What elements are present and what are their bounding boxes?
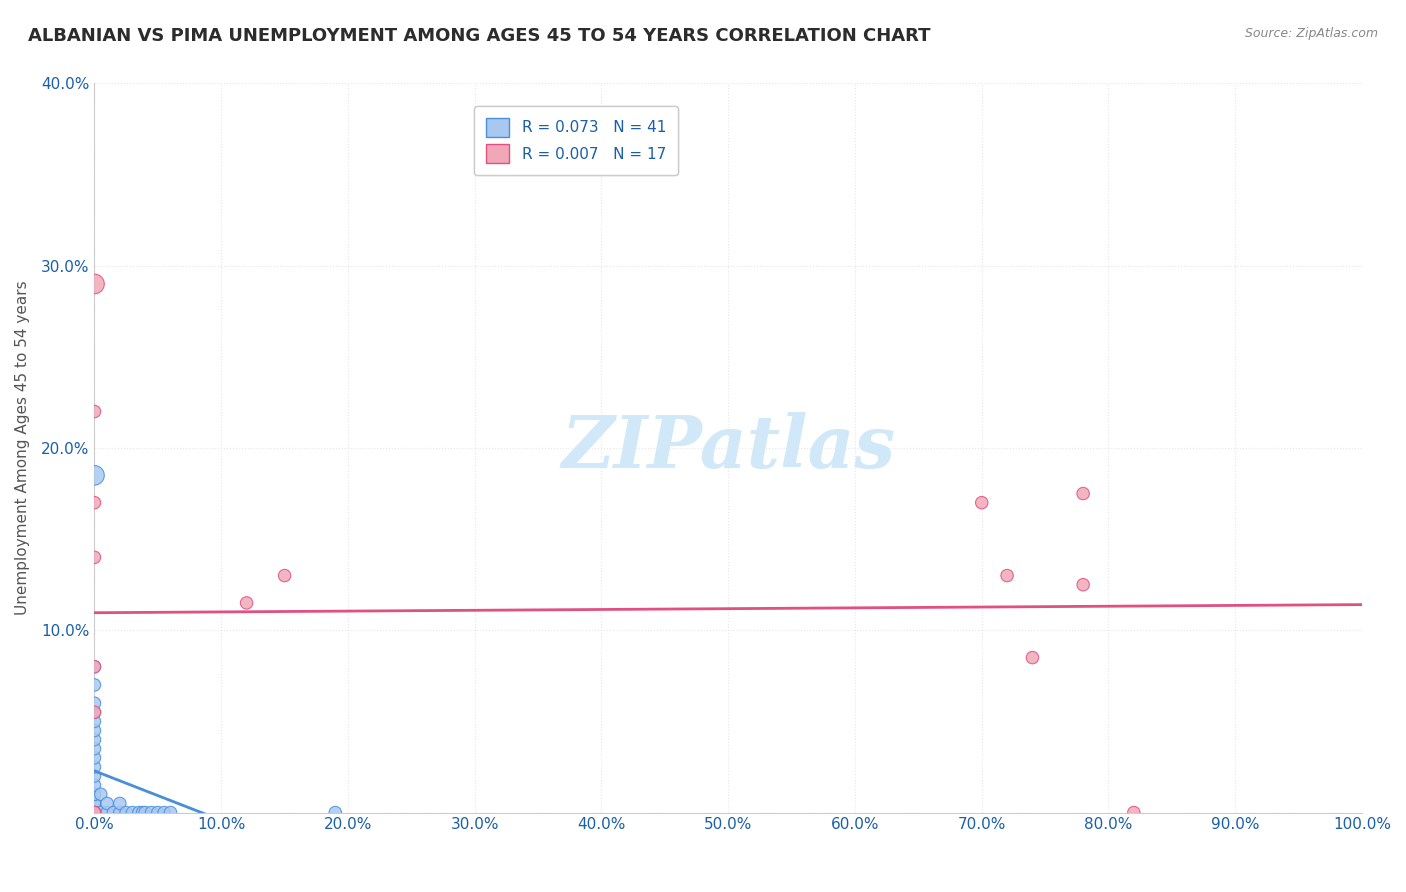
Point [159,805,181,820]
Point [83,723,105,738]
Point [83,678,105,692]
Point [235,596,257,610]
Point [83,797,105,811]
Point [83,404,105,418]
Point [1122,805,1144,820]
Point [115,805,138,820]
Point [83,659,105,673]
Point [121,805,143,820]
Point [1071,577,1094,591]
Point [83,778,105,792]
Point [96,805,118,820]
Point [83,805,105,820]
Y-axis label: Unemployment Among Ages 45 to 54 years: Unemployment Among Ages 45 to 54 years [15,281,30,615]
Point [83,468,105,483]
Point [1021,650,1043,665]
Point [83,805,105,820]
Point [83,550,105,565]
Point [273,568,295,582]
Point [83,797,105,811]
Point [90,805,112,820]
Point [141,805,163,820]
Point [970,496,993,510]
Point [83,741,105,756]
Point [103,805,125,820]
Point [83,805,105,820]
Point [83,751,105,765]
Point [83,714,105,729]
Point [83,805,105,820]
Point [96,797,118,811]
Point [83,805,105,820]
Point [83,706,105,720]
Point [83,805,105,820]
Text: ZIPatlas: ZIPatlas [561,412,896,483]
Point [128,805,150,820]
Point [83,787,105,801]
Legend: R = 0.073   N = 41, R = 0.007   N = 17: R = 0.073 N = 41, R = 0.007 N = 17 [474,105,678,175]
Point [83,787,105,801]
Point [83,760,105,774]
Point [83,277,105,291]
Point [83,696,105,710]
Point [131,805,153,820]
Point [90,787,112,801]
Point [153,805,176,820]
Point [83,805,105,820]
Point [83,659,105,673]
Point [83,769,105,783]
Point [108,805,131,820]
Point [146,805,169,820]
Text: Source: ZipAtlas.com: Source: ZipAtlas.com [1244,27,1378,40]
Point [83,496,105,510]
Point [995,568,1018,582]
Point [83,805,105,820]
Point [108,797,131,811]
Point [83,706,105,720]
Point [323,805,346,820]
Point [134,805,156,820]
Point [83,805,105,820]
Point [83,732,105,747]
Point [83,805,105,820]
Text: ALBANIAN VS PIMA UNEMPLOYMENT AMONG AGES 45 TO 54 YEARS CORRELATION CHART: ALBANIAN VS PIMA UNEMPLOYMENT AMONG AGES… [28,27,931,45]
Point [1071,486,1094,500]
